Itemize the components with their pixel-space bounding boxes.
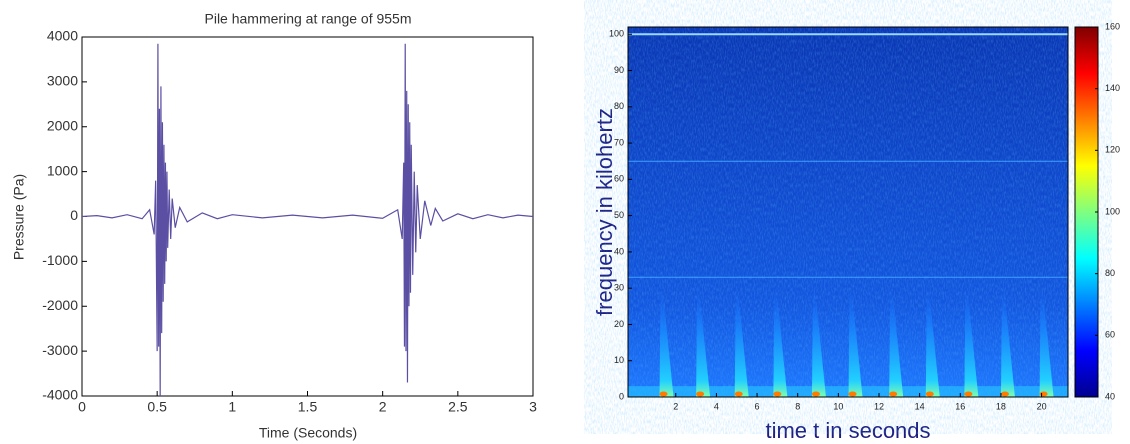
strike-streak — [659, 288, 674, 397]
y-tick-label: 100 — [609, 29, 624, 39]
waveform-line — [81, 43, 534, 397]
y-tick-label: 40 — [614, 246, 624, 256]
strike-peak — [773, 391, 782, 397]
y-tick-label: 3000 — [47, 73, 78, 89]
x-tick-label: 20 — [1037, 401, 1047, 411]
strike-streak — [925, 288, 940, 397]
y-tick-label: -4000 — [42, 387, 78, 403]
colorbar-tick-label: 60 — [1105, 330, 1115, 340]
waveform-chart: Pile hammering at range of 955m Time (Se… — [11, 11, 537, 441]
strike-streak — [773, 288, 788, 397]
x-tick-label: 2.5 — [448, 399, 468, 415]
strike-streak — [696, 288, 711, 397]
x-tick-label: 10 — [833, 401, 843, 411]
strike-peak — [1039, 391, 1048, 397]
y-tick-label: 10 — [614, 355, 624, 365]
x-tick-label: 4 — [714, 401, 719, 411]
x-tick-label: 8 — [795, 401, 800, 411]
colorbar-tick-label: 100 — [1105, 206, 1120, 216]
strike-streak — [811, 288, 826, 397]
strike-streak — [1039, 288, 1054, 397]
y-tick-label: -2000 — [42, 297, 78, 313]
colorbar-tick-label: 80 — [1105, 268, 1115, 278]
spectrogram-chart: time t in seconds frequency in kilohertz… — [592, 21, 1120, 442]
strike-streak — [848, 288, 863, 397]
y-tick-label: 80 — [614, 101, 624, 111]
y-tick-label: -1000 — [42, 252, 78, 268]
y-tick-label: -3000 — [42, 342, 78, 358]
y-tick-label: 0 — [619, 391, 624, 401]
x-tick-label: 0.5 — [147, 399, 167, 415]
x-tick-label: 14 — [915, 401, 925, 411]
x-tick-label: 2 — [673, 401, 678, 411]
strike-streak — [1000, 288, 1015, 397]
strike-peak — [964, 391, 973, 397]
y-tick-label: 4000 — [47, 28, 78, 44]
colorbar-tick-label: 160 — [1105, 21, 1120, 31]
strike-peak — [734, 391, 743, 397]
x-axis-label: Time (Seconds) — [259, 425, 357, 441]
chart-title: Pile hammering at range of 955m — [205, 11, 412, 27]
plot-frame — [627, 26, 1069, 398]
y-tick-label: 60 — [614, 174, 624, 184]
strike-peak — [848, 391, 857, 397]
y-tick-label: 70 — [614, 137, 624, 147]
strike-peak — [889, 391, 898, 397]
low-band — [628, 386, 1068, 397]
colorbar-tick-label: 40 — [1105, 391, 1115, 401]
y-tick-label: 2000 — [47, 117, 78, 133]
strike-streak — [964, 288, 979, 397]
strike-peak — [1000, 391, 1009, 397]
x-tick-label: 16 — [955, 401, 965, 411]
strike-streak — [734, 288, 749, 397]
x-tick-label: 1.5 — [298, 399, 318, 415]
colorbar — [1074, 26, 1099, 398]
x-tick-label: 3 — [529, 399, 537, 415]
y-tick-label: 30 — [614, 283, 624, 293]
strike-streak — [889, 288, 904, 397]
x-axis-label: time t in seconds — [765, 418, 930, 443]
strike-peak — [696, 391, 705, 397]
x-tick-label: 18 — [996, 401, 1006, 411]
y-tick-label: 50 — [614, 210, 624, 220]
y-tick-label: 90 — [614, 65, 624, 75]
x-tick-label: 6 — [755, 401, 760, 411]
y-tick-label: 0 — [70, 207, 78, 223]
y-tick-label: 1000 — [47, 162, 78, 178]
colorbar-tick-label: 140 — [1105, 83, 1120, 93]
strike-peak — [811, 391, 820, 397]
strike-peak — [925, 391, 934, 397]
x-tick-label: 2 — [379, 399, 387, 415]
strike-peak — [659, 391, 668, 397]
y-tick-label: 20 — [614, 319, 624, 329]
x-tick-label: 12 — [874, 401, 884, 411]
y-axis-label: frequency in kilohertz — [592, 108, 617, 316]
x-tick-label: 0 — [78, 399, 86, 415]
x-tick-label: 1 — [228, 399, 236, 415]
y-axis-label: Pressure (Pa) — [11, 174, 27, 260]
colorbar-tick-label: 120 — [1105, 145, 1120, 155]
